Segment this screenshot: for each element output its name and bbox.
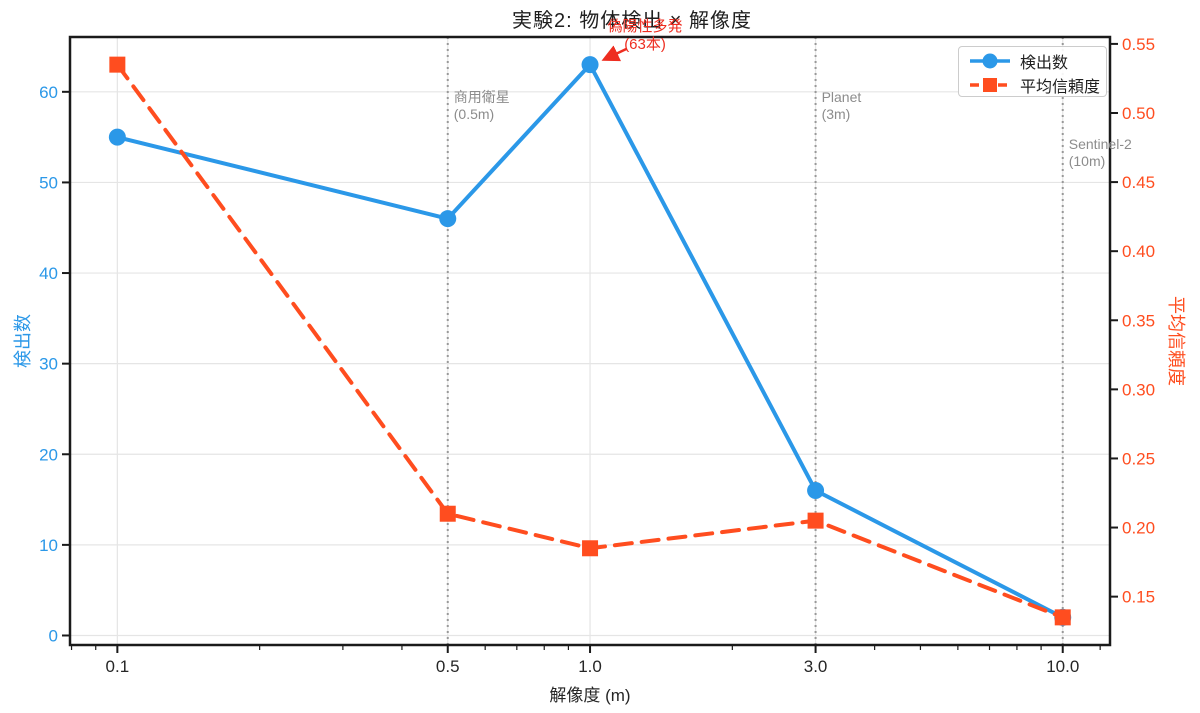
refline-label-line2: (0.5m) xyxy=(453,106,495,122)
data-point-circle xyxy=(807,482,825,500)
annotation-line1: 偽陽性多発 xyxy=(607,18,683,35)
annotation-line2: (63本) xyxy=(624,36,666,53)
right-tick-label: 0.30 xyxy=(1122,380,1155,399)
legend-sample-marker xyxy=(982,53,998,69)
refline-label-line2: (10m) xyxy=(1068,153,1106,169)
x-axis-label: 解像度 (m) xyxy=(549,686,631,705)
data-point-circle xyxy=(108,128,126,146)
data-point-square xyxy=(807,512,824,529)
data-point-square xyxy=(1054,609,1071,626)
right-y-axis-label: 平均信頼度 xyxy=(1166,296,1186,386)
refline-label-planet: Planet (3m) xyxy=(822,89,862,123)
right-tick-label: 0.50 xyxy=(1122,104,1155,123)
legend: 検出数 平均信頼度 xyxy=(958,46,1107,97)
left-tick-label: 0 xyxy=(49,626,58,645)
left-tick-label: 60 xyxy=(39,83,58,102)
data-point-square xyxy=(439,505,456,522)
left-tick-label: 30 xyxy=(39,355,58,374)
data-point-circle xyxy=(439,210,457,228)
x-tick-label: 3.0 xyxy=(804,657,828,676)
left-y-axis-label: 検出数 xyxy=(13,314,33,368)
right-tick-label: 0.25 xyxy=(1122,449,1155,468)
right-tick-label: 0.55 xyxy=(1122,35,1155,54)
legend-label-detections: 検出数 xyxy=(1020,55,1069,72)
legend-label-confidence: 平均信頼度 xyxy=(1020,79,1101,96)
left-tick-label: 20 xyxy=(39,445,58,464)
refline-label-line1: Sentinel-2 xyxy=(1068,136,1132,152)
chart-title: 実験2: 物体検出 × 解像度 xyxy=(511,10,753,32)
refline-label-line2: (3m) xyxy=(821,106,851,122)
legend-marker-detections-icon xyxy=(970,53,1010,69)
data-point-circle xyxy=(581,56,599,74)
left-tick-label: 10 xyxy=(39,536,58,555)
x-tick-label: 10.0 xyxy=(1046,657,1079,676)
annotation-arrow-icon xyxy=(601,45,628,62)
refline-label-line1: 商用衛星 xyxy=(453,89,510,105)
legend-sample-marker xyxy=(983,78,997,92)
right-tick-label: 0.20 xyxy=(1122,519,1155,538)
left-tick-label: 50 xyxy=(39,173,58,192)
refline-label-sentinel2: Sentinel-2 (10m) xyxy=(1069,136,1132,170)
refline-label-commercial-sat: 商用衛星 (0.5m) xyxy=(454,89,510,123)
data-point-square xyxy=(582,540,599,557)
refline-label-line1: Planet xyxy=(821,89,862,105)
right-tick-label: 0.45 xyxy=(1122,173,1155,192)
legend-item-detections: 検出数 xyxy=(959,49,1106,73)
x-tick-label: 1.0 xyxy=(578,657,602,676)
annotation-false-positives: 偽陽性多発 (63本) xyxy=(600,18,690,54)
right-tick-label: 0.40 xyxy=(1122,242,1155,261)
x-tick-label: 0.1 xyxy=(106,657,130,676)
left-tick-label: 40 xyxy=(39,264,58,283)
legend-item-confidence: 平均信頼度 xyxy=(959,73,1106,97)
right-tick-label: 0.35 xyxy=(1122,311,1155,330)
data-point-square xyxy=(109,56,126,73)
legend-marker-confidence-icon xyxy=(970,78,1010,92)
x-tick-label: 0.5 xyxy=(436,657,460,676)
right-tick-label: 0.15 xyxy=(1122,588,1155,607)
